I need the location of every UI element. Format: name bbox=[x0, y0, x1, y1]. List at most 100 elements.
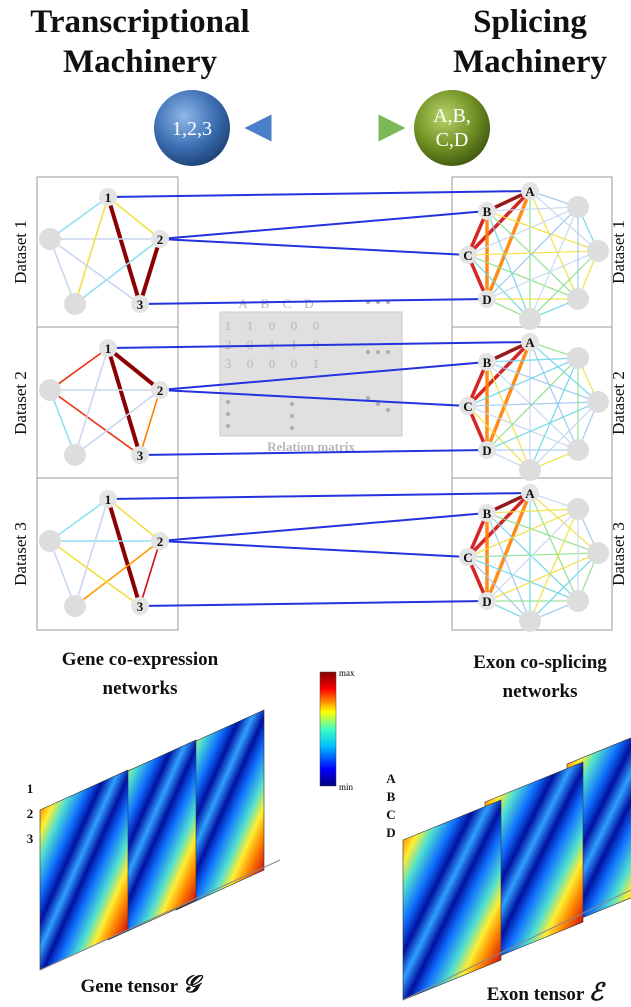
exon-edge bbox=[486, 357, 579, 363]
exon-node-label: C bbox=[463, 399, 472, 414]
link bbox=[159, 540, 469, 558]
colorbar-max: max bbox=[339, 668, 355, 678]
gene-edge bbox=[74, 238, 161, 305]
link bbox=[159, 512, 488, 542]
exon-edge bbox=[486, 512, 579, 602]
gene-edge bbox=[49, 238, 141, 305]
gene-edge bbox=[138, 238, 162, 305]
exon-node bbox=[459, 548, 477, 566]
gene-node bbox=[99, 339, 117, 357]
exon-ball bbox=[414, 90, 490, 166]
dataset-label: Dataset 2 bbox=[609, 371, 628, 435]
axis bbox=[402, 889, 631, 1001]
exon-edge bbox=[467, 254, 579, 300]
gene-edge bbox=[49, 540, 141, 607]
matrix-col: C bbox=[283, 296, 292, 311]
gene-node-label: 2 bbox=[157, 232, 164, 247]
gene-node-label: 2 bbox=[157, 383, 164, 398]
gene-node-label: 1 bbox=[105, 190, 112, 205]
gene-edge bbox=[74, 498, 109, 607]
grey-node bbox=[587, 542, 609, 564]
exon-node-label: A bbox=[525, 184, 535, 199]
matrix-cell: 0 bbox=[291, 318, 298, 333]
exon-edge bbox=[486, 210, 599, 252]
link bbox=[139, 298, 488, 305]
exon-edge bbox=[486, 250, 599, 300]
tensor-row: 2 bbox=[27, 806, 34, 821]
matrix-cell: 1 bbox=[269, 337, 276, 352]
ball-label: 1,2,3 bbox=[172, 118, 212, 140]
matrix-cell: 0 bbox=[269, 318, 276, 333]
exon-edge bbox=[486, 552, 599, 602]
link bbox=[159, 361, 488, 391]
gene-node-label: 3 bbox=[137, 599, 144, 614]
exon-node-label: D bbox=[482, 594, 491, 609]
tensor-row: D bbox=[386, 825, 395, 840]
dataset-label: Dataset 3 bbox=[609, 522, 628, 586]
exon-edge bbox=[467, 508, 579, 558]
exon-node bbox=[478, 290, 496, 308]
link bbox=[107, 492, 531, 500]
matrix-cell: 0 bbox=[269, 356, 276, 371]
link bbox=[159, 210, 488, 240]
gene-edge bbox=[106, 196, 142, 305]
exon-tensor-caption: Exon tensor ℰ bbox=[487, 980, 607, 1006]
grey-node bbox=[567, 347, 589, 369]
gene-node bbox=[151, 230, 169, 248]
exon-node bbox=[478, 504, 496, 522]
caption: Exon co-splicing bbox=[473, 652, 607, 673]
gene-edge bbox=[74, 196, 109, 305]
tensor-row: 3 bbox=[27, 831, 34, 846]
exon-node bbox=[478, 353, 496, 371]
exon-node-label: B bbox=[483, 506, 492, 521]
grey-node bbox=[64, 444, 86, 466]
gene-node-label: 3 bbox=[137, 297, 144, 312]
exon-edge bbox=[529, 357, 579, 471]
grey-node bbox=[519, 459, 541, 481]
link bbox=[139, 449, 488, 456]
gene-edge bbox=[74, 540, 161, 607]
gene-edge bbox=[49, 540, 76, 607]
exon-node-label: A bbox=[525, 486, 535, 501]
matrix-cell: 0 bbox=[247, 356, 254, 371]
grey-node bbox=[567, 439, 589, 461]
exon-edge bbox=[529, 552, 599, 622]
grey-node bbox=[587, 240, 609, 262]
gene-node bbox=[99, 490, 117, 508]
gene-edge bbox=[139, 389, 161, 456]
exon-edge bbox=[529, 401, 599, 471]
exon-edge bbox=[486, 512, 531, 622]
grey-node bbox=[519, 610, 541, 632]
colorbar bbox=[319, 671, 337, 787]
dataset-label: Dataset 3 bbox=[11, 522, 30, 586]
matrix-cell: 1 bbox=[313, 356, 320, 371]
grey-node bbox=[39, 379, 61, 401]
exon-edge bbox=[486, 512, 599, 554]
exon-edge bbox=[486, 361, 599, 403]
tensor-row: 1 bbox=[27, 781, 34, 796]
exon-node-label: C bbox=[463, 248, 472, 263]
exon-edge bbox=[467, 556, 579, 602]
matrix-cell: 1 bbox=[247, 318, 254, 333]
grey-node bbox=[64, 293, 86, 315]
gene-edge bbox=[139, 540, 161, 607]
caption: Gene co-expression bbox=[62, 649, 219, 670]
gene-panel bbox=[36, 176, 179, 631]
gene-ball bbox=[154, 90, 230, 166]
exon-node bbox=[521, 333, 539, 351]
matrix-row: 2 bbox=[225, 337, 232, 352]
gene-edge bbox=[49, 347, 109, 391]
gene-edge bbox=[49, 389, 76, 456]
link bbox=[139, 600, 488, 607]
exon-edge bbox=[486, 206, 579, 300]
right-title: Splicing bbox=[473, 4, 587, 40]
gene-edge bbox=[49, 498, 109, 542]
gene-edge bbox=[74, 389, 161, 456]
grey-node bbox=[39, 530, 61, 552]
gene-node-label: 1 bbox=[105, 492, 112, 507]
dataset-label: Dataset 1 bbox=[609, 220, 628, 284]
exon-edge bbox=[486, 210, 579, 300]
matrix-cell: 0 bbox=[313, 318, 320, 333]
exon-edge bbox=[467, 405, 579, 451]
